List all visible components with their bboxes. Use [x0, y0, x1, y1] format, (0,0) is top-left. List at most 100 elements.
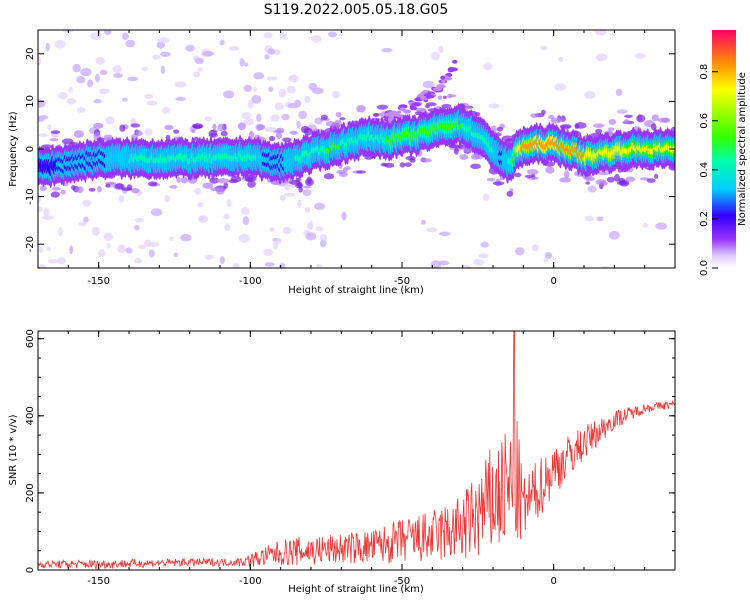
spectrogram-blob — [217, 178, 229, 184]
spectrogram-blob — [623, 119, 630, 124]
spectrogram-speckle — [543, 257, 549, 263]
spectrogram-branch — [398, 104, 408, 109]
spectrogram-speckle — [596, 216, 604, 222]
snr-y-tick-label: 0 — [25, 567, 36, 573]
spectrogram-blob — [373, 112, 379, 118]
spectrogram-blob — [303, 185, 311, 189]
colorbar: 0.0 0.2 0.4 0.6 0.8 Normalized spectral ampl… — [699, 30, 748, 276]
spectrogram-blob — [97, 186, 102, 193]
snr-x-axis-label: Height of straight line (km) — [288, 584, 424, 595]
spectrogram-blob — [306, 176, 312, 185]
spectrogram-speckle — [600, 265, 609, 268]
spectrogram-speckle — [83, 216, 89, 223]
spectrogram-blob — [592, 123, 605, 128]
spectrogram-speckle — [160, 51, 171, 57]
spectrogram-speckle — [112, 65, 123, 74]
spectrogram-blob — [60, 190, 66, 195]
spectrogram-speckle — [341, 211, 347, 221]
spectrogram-speckle — [314, 202, 326, 210]
spectrogram-y-tick-label: -10 — [25, 188, 36, 204]
spectrogram-speckle — [270, 114, 280, 122]
spectrogram-speckle — [327, 31, 338, 38]
spectrogram-speckle — [279, 32, 287, 40]
spectrogram-branch — [452, 59, 458, 64]
snr-x-tick-label: -50 — [394, 576, 410, 587]
spectrogram-blob — [247, 180, 256, 188]
spectrogram-speckle — [595, 53, 608, 62]
spectrogram-speckle — [480, 241, 489, 248]
spectrogram-blob — [126, 184, 133, 191]
spectrogram-speckle — [264, 54, 270, 60]
spectrogram-blob — [208, 129, 218, 138]
spectrogram-blob — [597, 171, 610, 176]
spectrogram-speckle — [69, 245, 74, 255]
spectrogram-speckle — [144, 93, 154, 100]
spectrogram-speckle — [587, 185, 597, 193]
spectrogram-speckle — [78, 221, 87, 227]
spectrogram-speckle — [482, 193, 490, 201]
spectrogram-speckle — [473, 258, 485, 266]
snr-ticks: -150 -100 -50 0 0 200 400 600 — [25, 329, 676, 587]
spectrogram-blob — [119, 124, 126, 132]
snr-y-axis-label: SNR (10 * v/v) — [8, 414, 19, 485]
spectrogram-speckle — [266, 76, 278, 81]
spectrogram-blob — [492, 181, 505, 186]
spectrogram-speckle — [616, 109, 628, 114]
spectrogram-blob — [381, 162, 388, 167]
colorbar-tick-label: 0.4 — [699, 162, 710, 178]
spectrogram-blob — [164, 124, 174, 130]
spectrogram-blob — [496, 126, 503, 132]
spectrogram-speckle — [93, 98, 102, 104]
spectrogram-blob — [39, 185, 47, 192]
spectrogram-blob — [300, 125, 310, 134]
spectrogram-speckle — [38, 115, 49, 120]
spectrogram-speckle — [144, 239, 152, 248]
spectrogram-blob — [624, 114, 633, 118]
spectrogram-blob — [335, 112, 342, 118]
spectrogram-blob — [173, 129, 180, 134]
spectrogram-blob — [192, 124, 203, 129]
spectrogram-blob — [275, 132, 283, 139]
spectrogram-speckle — [298, 110, 307, 120]
spectrogram-speckle — [134, 225, 140, 231]
snr-x-tick-label: 0 — [550, 576, 556, 587]
spectrogram-speckle — [72, 63, 81, 73]
spectrogram-blob — [295, 177, 301, 182]
spectrogram-speckle — [233, 262, 240, 268]
spectrogram-speckle — [146, 100, 158, 106]
spectrogram-speckle — [204, 254, 214, 260]
spectrogram-y-axis-label: Frequency (Hz) — [8, 111, 19, 187]
spectrogram-blob — [447, 93, 453, 99]
spectrogram-speckle — [252, 86, 258, 93]
spectrogram-blob — [202, 182, 214, 189]
spectrogram-y-tick-label: 10 — [25, 95, 36, 108]
spectrogram-y-tick-label: -20 — [25, 236, 36, 252]
spectrogram-blob — [41, 144, 53, 149]
spectrogram-blob — [342, 167, 348, 173]
spectrogram-speckle — [297, 199, 302, 208]
spectrogram-blob — [574, 122, 587, 129]
spectrogram-blob — [441, 103, 452, 109]
spectrogram-speckle — [76, 75, 86, 84]
spectrogram-speckle — [66, 97, 77, 105]
spectrogram-speckle — [420, 219, 426, 225]
spectrogram-blob — [76, 186, 84, 194]
spectrogram-speckle — [47, 258, 59, 264]
spectrogram-blob — [356, 170, 367, 174]
spectrogram-speckle — [224, 223, 231, 232]
spectrogram-blob — [425, 102, 437, 107]
spectrogram-branch — [440, 79, 446, 84]
spectrogram-speckle — [104, 30, 112, 36]
spectrogram-speckle — [284, 183, 291, 191]
spectrogram-speckle — [125, 247, 133, 254]
spectrogram-x-tick-label: 0 — [550, 276, 556, 287]
snr-background — [38, 331, 675, 570]
spectrogram-blob — [618, 177, 626, 184]
spectrogram-speckle — [134, 218, 145, 223]
spectrogram-speckle — [58, 91, 68, 100]
spectrogram-speckle — [279, 194, 286, 201]
spectrogram-speckle — [180, 234, 192, 242]
spectrogram-speckle — [431, 51, 440, 61]
spectrogram-blob — [289, 130, 298, 135]
spectrogram-blob — [217, 123, 224, 132]
